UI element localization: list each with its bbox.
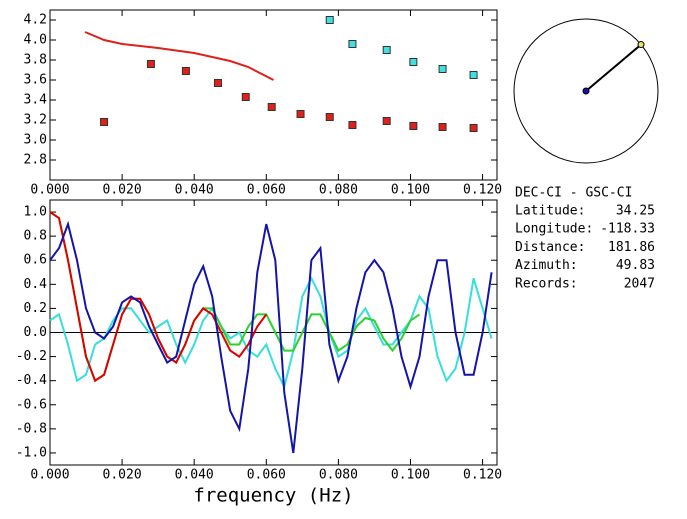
y-tick-label: 0.2 [24, 301, 47, 316]
y-tick-label: 2.8 [24, 153, 47, 168]
x-tick-label: 0.080 [319, 183, 358, 198]
data-point [409, 122, 418, 130]
x-tick-label: 0.000 [30, 183, 69, 198]
x-tick-label: 0.100 [391, 468, 430, 483]
y-tick-label: 0.4 [24, 277, 48, 292]
x-tick-label: 0.000 [30, 468, 69, 483]
x-tick-label: 0.040 [175, 468, 214, 483]
data-point [348, 121, 357, 129]
data-point [438, 65, 447, 73]
y-tick-label: 4.2 [24, 13, 47, 28]
info-value: -118.33 [600, 222, 655, 237]
data-point [409, 58, 418, 66]
station-b [637, 41, 645, 49]
y-tick-label: 4.0 [24, 33, 47, 48]
x-tick-label: 0.020 [103, 183, 142, 198]
data-point [438, 123, 447, 131]
x-tick-label: 0.120 [463, 183, 502, 198]
y-tick-label: 0.8 [24, 229, 47, 244]
x-tick-label: 0.020 [103, 468, 142, 483]
y-tick-label: 1.0 [24, 205, 47, 220]
info-label: Azimuth: [515, 258, 578, 273]
data-line [49, 211, 268, 383]
y-tick-label: 3.8 [24, 53, 47, 68]
y-tick-label: -0.2 [16, 349, 47, 364]
info-label: Latitude: [515, 204, 585, 219]
y-tick-label: -0.6 [16, 397, 47, 412]
azimuth-circle [513, 18, 659, 164]
data-line [84, 31, 274, 81]
data-point [213, 79, 222, 87]
info-title: DEC-CI - GSC-CI [515, 186, 632, 201]
data-point [181, 67, 190, 75]
data-point [348, 40, 357, 48]
data-point [382, 117, 391, 125]
y-tick-label: 3.2 [24, 113, 47, 128]
y-tick-label: -0.8 [16, 421, 47, 436]
data-point [100, 118, 109, 126]
data-point [267, 103, 276, 111]
x-tick-label: 0.080 [319, 468, 358, 483]
info-value: 34.25 [616, 204, 655, 219]
x-axis-label: frequency (Hz) [193, 485, 353, 507]
y-tick-label: -1.0 [16, 445, 47, 460]
y-tick-label: 3.0 [24, 133, 47, 148]
y-tick-label: 0.0 [24, 325, 47, 340]
y-tick-label: -0.4 [16, 373, 47, 388]
data-line [49, 220, 493, 454]
info-value: 49.83 [616, 258, 655, 273]
info-value: 181.86 [608, 240, 655, 255]
info-label: Distance: [515, 240, 585, 255]
data-point [146, 60, 155, 68]
data-point [469, 71, 478, 79]
info-label: Longitude: [515, 222, 593, 237]
data-point [296, 110, 305, 118]
info-value: 2047 [624, 276, 655, 291]
data-point [325, 16, 334, 24]
y-tick-label: 3.6 [24, 73, 47, 88]
x-tick-label: 0.060 [247, 468, 286, 483]
y-tick-label: 0.6 [24, 253, 47, 268]
x-tick-label: 0.040 [175, 183, 214, 198]
plot-frame [49, 9, 498, 181]
info-label: Records: [515, 276, 578, 291]
x-tick-label: 0.120 [463, 468, 502, 483]
data-line [49, 276, 493, 390]
data-line [49, 211, 421, 383]
azimuth-line [585, 43, 642, 92]
y-tick-label: 3.4 [24, 93, 48, 108]
data-point [382, 46, 391, 54]
data-point [241, 93, 250, 101]
station-a [582, 87, 590, 95]
x-tick-label: 0.060 [247, 183, 286, 198]
data-point [325, 113, 334, 121]
x-tick-label: 0.100 [391, 183, 430, 198]
data-point [469, 124, 478, 132]
